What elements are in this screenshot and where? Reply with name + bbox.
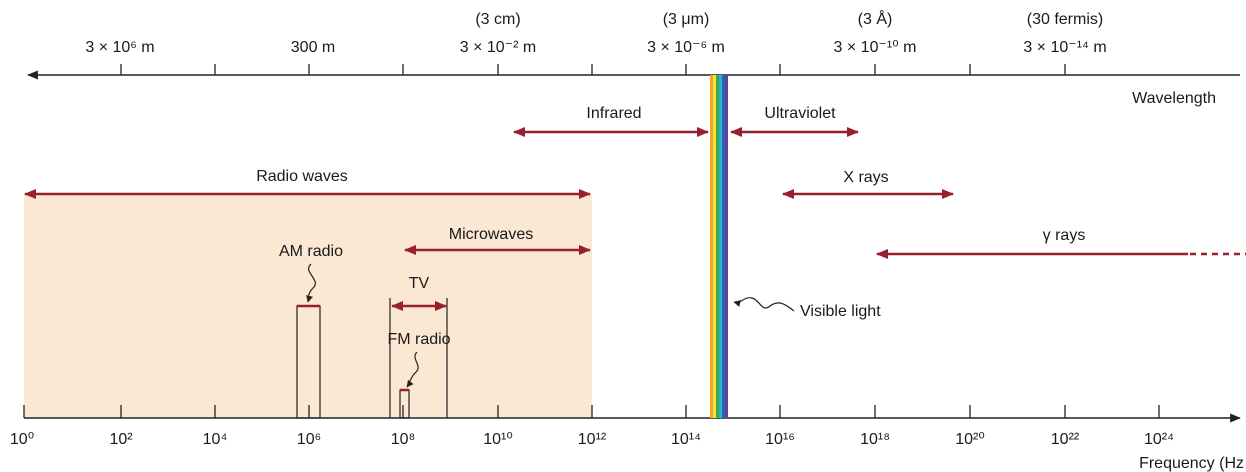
wavelength-note-3: (3 cm): [475, 11, 520, 28]
infrared-label: Infrared: [586, 105, 641, 122]
wavelength-label-3: 3 × 10⁻² m: [460, 39, 536, 56]
am-radio-label: AM radio: [279, 243, 343, 260]
visible-light-strip: [710, 75, 728, 418]
frequency-label-12: 10¹²: [578, 431, 607, 448]
ultraviolet-label: Ultraviolet: [764, 105, 836, 122]
gamma-rays-label: γ rays: [1043, 227, 1086, 244]
frequency-label-22: 10²²: [1051, 431, 1080, 448]
fm-radio-pointer: [406, 351, 419, 388]
frequency-label-24: 10²⁴: [1144, 431, 1174, 448]
wavelength-axis-title: Wavelength: [1132, 90, 1216, 107]
tv-label: TV: [409, 275, 430, 292]
frequency-label-14: 10¹⁴: [671, 431, 701, 448]
wavelength-label-6: 3 × 10⁻¹⁴ m: [1023, 39, 1106, 56]
wavelength-label-5: 3 × 10⁻¹⁰ m: [834, 39, 917, 56]
x-rays-label: X rays: [843, 169, 888, 186]
frequency-label-10: 10¹⁰: [483, 431, 513, 448]
wavelength-label-4: 3 × 10⁻⁶ m: [647, 39, 725, 56]
wavelength-note-6: (30 fermis): [1027, 11, 1103, 28]
frequency-ticks: [23, 405, 1160, 418]
frequency-axis-title: Frequency (Hz: [1139, 455, 1244, 472]
visible-light-pointer: [733, 297, 795, 312]
wavelength-label-2: 300 m: [291, 39, 335, 56]
frequency-label-20: 10²⁰: [955, 431, 985, 448]
tv-bracket: [389, 298, 448, 418]
wavelength-note-5: (3 Å): [858, 9, 893, 28]
radio-waves-label: Radio waves: [256, 168, 348, 185]
frequency-label-8: 10⁸: [391, 431, 416, 448]
microwaves-label: Microwaves: [449, 226, 533, 243]
wavelength-note-4: (3 μm): [663, 11, 710, 28]
frequency-label-16: 10¹⁶: [765, 431, 795, 448]
wavelength-ticks: [120, 64, 1066, 75]
visible-light-label: Visible light: [800, 303, 881, 320]
fm-radio-label: FM radio: [387, 331, 450, 348]
frequency-label-4: 10⁴: [203, 431, 228, 448]
frequency-label-6: 10⁶: [297, 431, 321, 448]
am-radio-pointer: [306, 263, 316, 303]
frequency-label-0: 10⁰: [10, 431, 34, 448]
frequency-label-2: 10²: [109, 431, 133, 448]
wavelength-label-1: 3 × 10⁶ m: [85, 39, 154, 56]
frequency-label-18: 10¹⁸: [860, 431, 890, 448]
